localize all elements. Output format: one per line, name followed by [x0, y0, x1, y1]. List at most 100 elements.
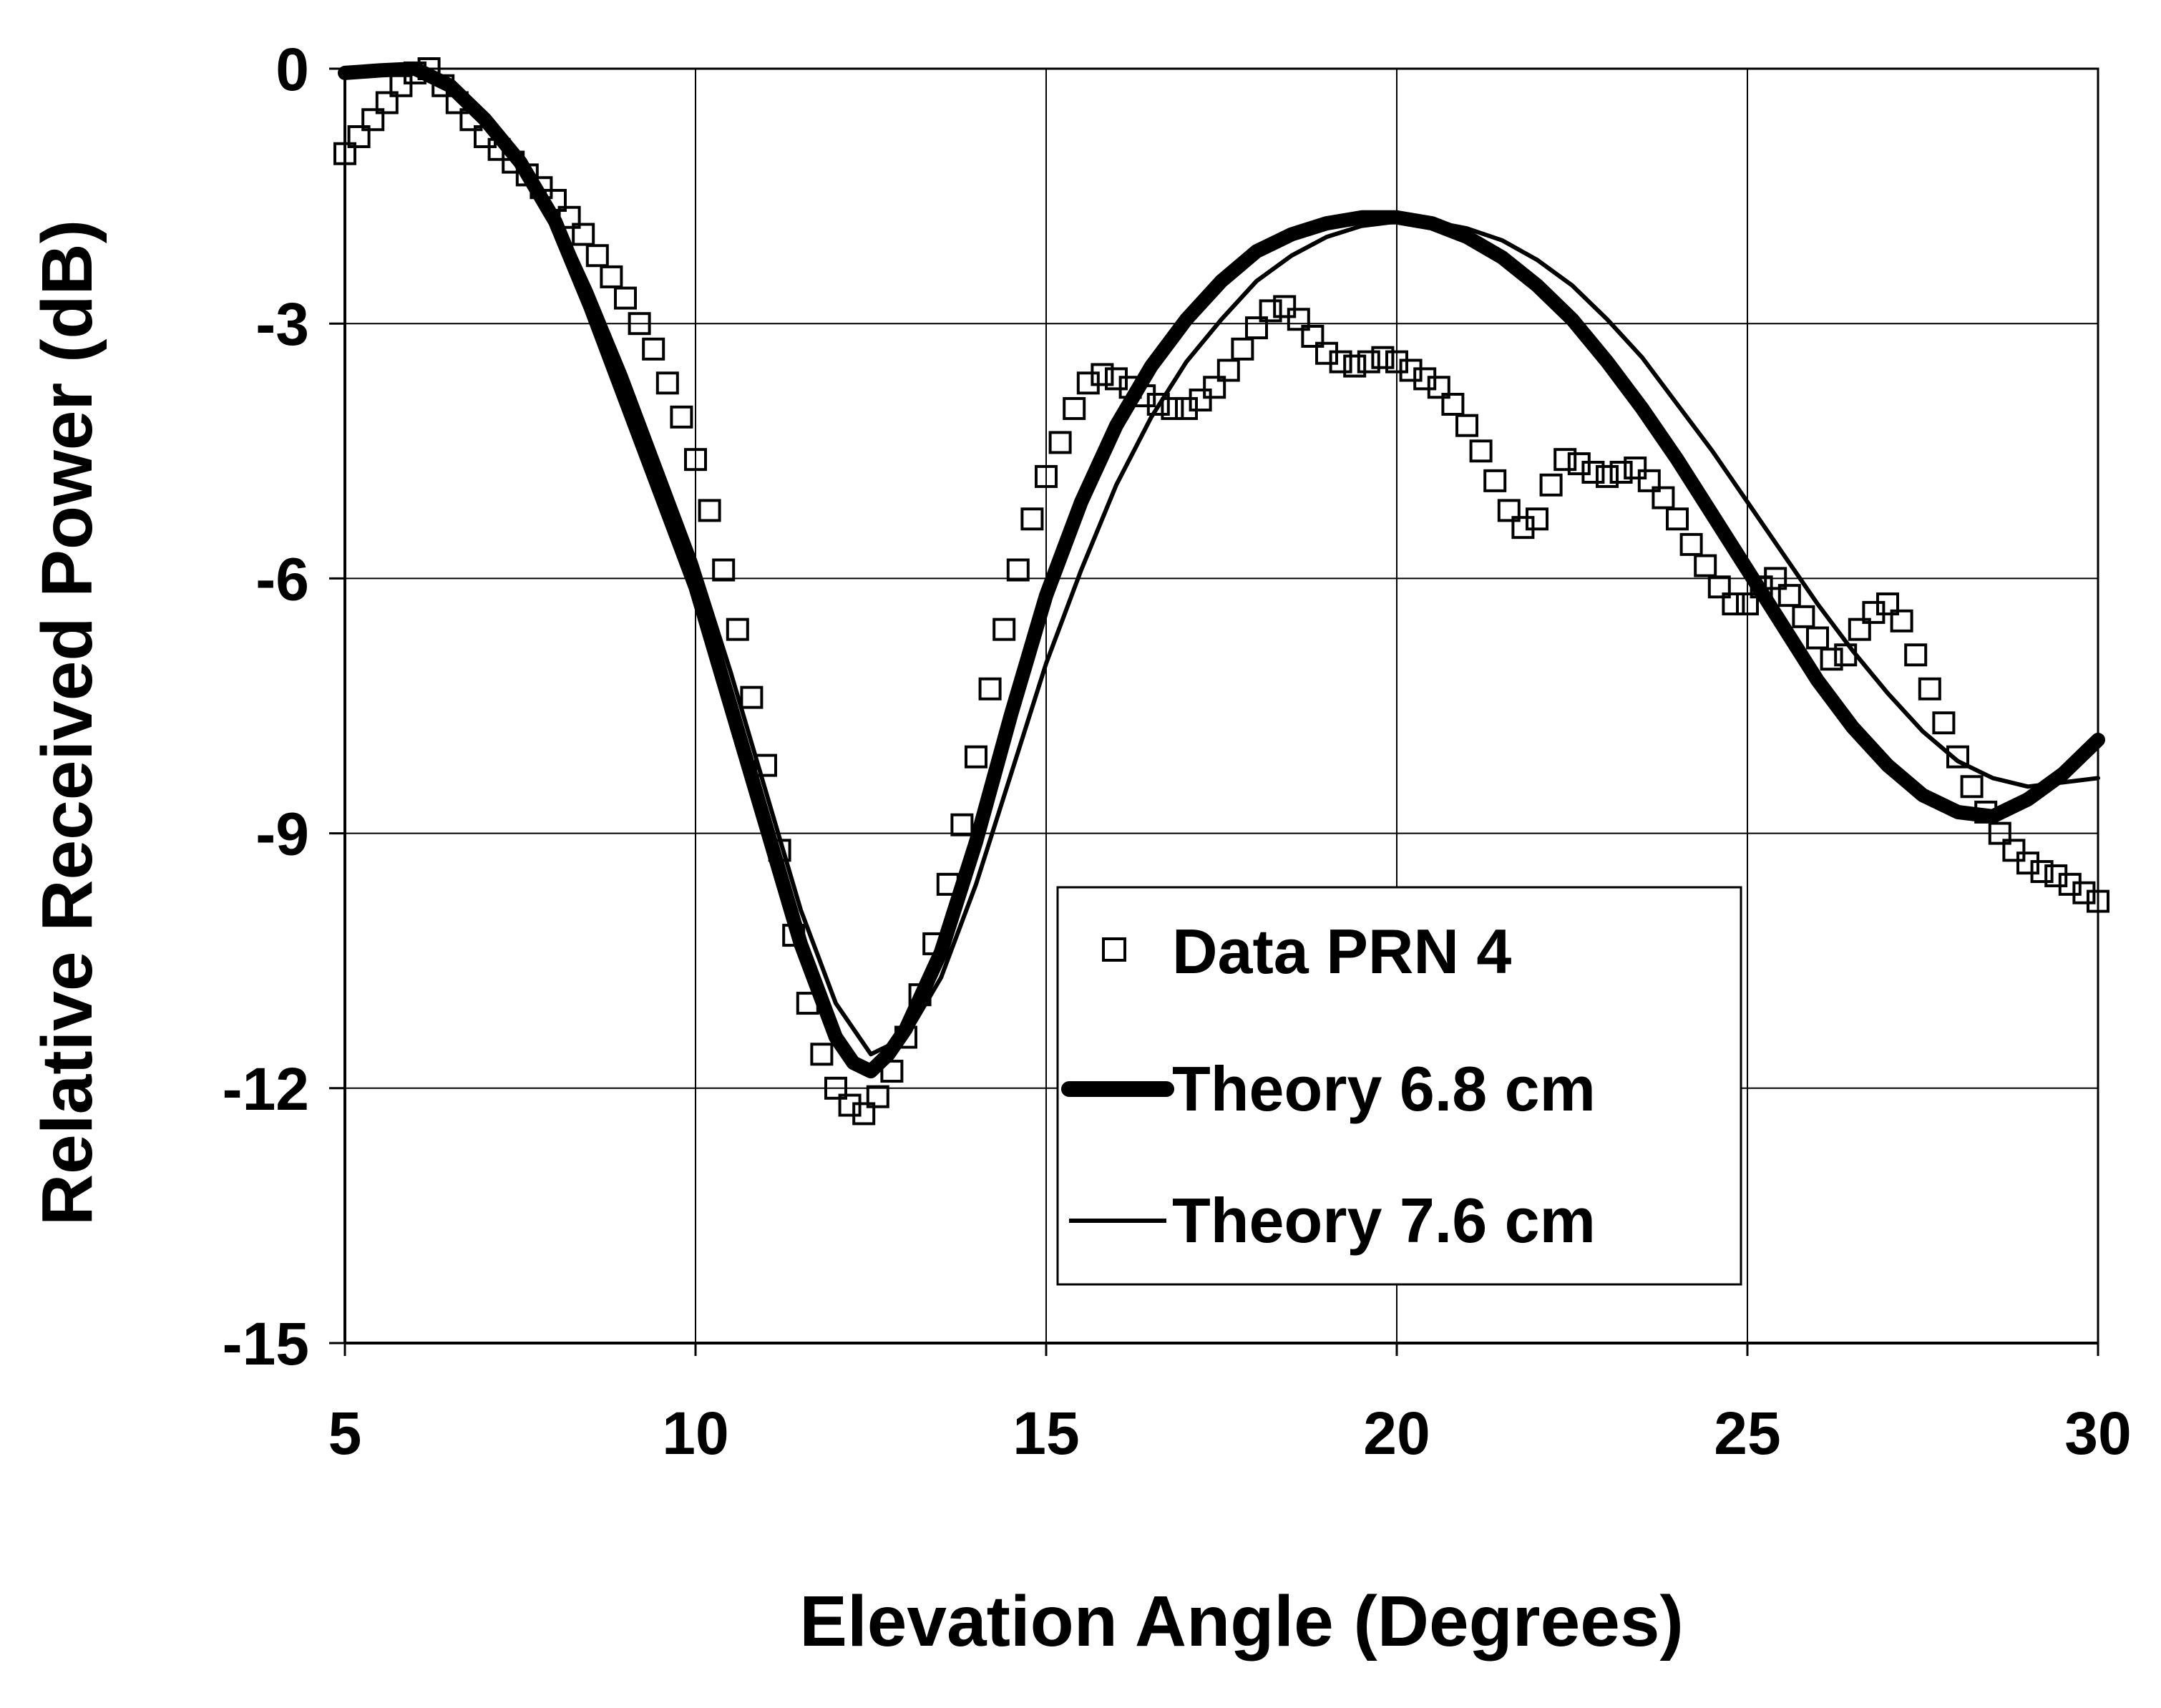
data-point-data-prn-4	[1035, 464, 1058, 488]
data-point-data-prn-4	[2016, 851, 2039, 875]
data-point-data-prn-4	[1006, 558, 1030, 582]
data-point-data-prn-4	[1834, 643, 1858, 667]
y-tick-label: -15	[223, 1310, 309, 1377]
data-point-data-prn-4	[1118, 376, 1142, 399]
data-point-data-prn-4	[1063, 396, 1086, 420]
data-point-data-prn-4	[1637, 469, 1661, 492]
data-point-data-prn-4	[1679, 532, 1703, 556]
data-point-data-prn-4	[1259, 299, 1282, 323]
data-point-data-prn-4	[1904, 643, 1928, 667]
data-point-data-prn-4	[1399, 358, 1423, 382]
x-tick-label: 10	[662, 1400, 728, 1467]
data-point-data-prn-4	[347, 125, 371, 148]
tick-labels: 5 10 15 20 25 30 0 -3 -6 -9 -12 -15	[223, 36, 2132, 1467]
data-point-data-prn-4	[1567, 452, 1591, 476]
data-point-data-prn-4	[1596, 464, 1619, 488]
data-point-data-prn-4	[1427, 376, 1450, 399]
data-point-data-prn-4	[361, 108, 385, 132]
data-point-data-prn-4	[1455, 414, 1478, 437]
data-point-data-prn-4	[1216, 358, 1240, 382]
data-point-data-prn-4	[684, 448, 707, 472]
data-point-data-prn-4	[585, 244, 609, 268]
data-point-data-prn-4	[1483, 469, 1507, 492]
data-point-data-prn-4	[2087, 889, 2109, 913]
data-point-data-prn-4	[1385, 350, 1408, 374]
data-point-data-prn-4	[880, 1060, 904, 1083]
data-point-data-prn-4	[1736, 592, 1759, 616]
data-point-data-prn-4	[655, 371, 679, 395]
data-point-data-prn-4	[838, 1093, 862, 1117]
data-point-data-prn-4	[642, 337, 665, 361]
data-point-data-prn-4	[2030, 860, 2054, 884]
x-tick-label: 15	[1013, 1400, 1079, 1467]
data-point-data-prn-4	[1413, 367, 1437, 391]
data-point-data-prn-4	[796, 992, 819, 1015]
data-point-data-prn-4	[908, 983, 932, 1007]
data-point-data-prn-4	[1161, 396, 1184, 420]
data-point-data-prn-4	[1652, 486, 1675, 509]
data-point-data-prn-4	[768, 839, 791, 862]
data-point-data-prn-4	[417, 57, 441, 80]
data-point-data-prn-4	[502, 150, 525, 174]
x-tick-label: 20	[1363, 1400, 1430, 1467]
data-point-data-prn-4	[628, 312, 651, 336]
data-point-data-prn-4	[1203, 376, 1226, 399]
data-point-data-prn-4	[992, 618, 1016, 641]
data-point-data-prn-4	[557, 205, 581, 229]
data-point-data-prn-4	[1820, 648, 1843, 671]
data-point-data-prn-4	[1609, 460, 1633, 484]
data-point-data-prn-4	[1848, 618, 1871, 641]
data-point-data-prn-4	[1974, 800, 1998, 824]
data-point-data-prn-4	[1091, 363, 1114, 386]
data-point-data-prn-4	[1694, 554, 1717, 577]
data-point-data-prn-4	[459, 108, 483, 132]
data-point-data-prn-4	[670, 405, 693, 429]
x-axis-label: Elevation Angle (Degrees)	[799, 1581, 1684, 1661]
data-point-data-prn-4	[782, 924, 806, 947]
data-point-data-prn-4	[894, 1025, 917, 1049]
data-point-data-prn-4	[333, 142, 356, 165]
series-layer	[333, 57, 2109, 1126]
data-point-data-prn-4	[698, 499, 721, 522]
legend-label-theory-7-6-cm: Theory 7.6 cm	[1172, 1185, 1596, 1256]
y-tick-label: -9	[255, 801, 309, 868]
data-point-data-prn-4	[1707, 575, 1731, 599]
y-tick-label: 0	[275, 36, 309, 103]
data-point-data-prn-4	[2072, 881, 2096, 904]
data-point-data-prn-4	[740, 685, 764, 709]
data-point-data-prn-4	[375, 91, 399, 114]
data-point-data-prn-4	[965, 745, 987, 768]
data-point-data-prn-4	[487, 137, 511, 161]
data-point-data-prn-4	[1357, 350, 1380, 374]
data-point-data-prn-4	[1146, 392, 1170, 416]
data-point-data-prn-4	[1862, 600, 1886, 624]
data-point-data-prn-4	[1329, 350, 1352, 374]
data-point-data-prn-4	[1048, 431, 1072, 454]
data-point-data-prn-4	[754, 753, 777, 777]
legend-label-data-prn-4: Data PRN 4	[1172, 916, 1511, 987]
data-point-data-prn-4	[1469, 439, 1493, 463]
data-point-data-prn-4	[530, 176, 553, 200]
data-point-data-prn-4	[1301, 325, 1325, 348]
axes	[329, 67, 2099, 1356]
data-point-data-prn-4	[852, 1102, 876, 1126]
data-point-data-prn-4	[1133, 384, 1156, 408]
data-point-data-prn-4	[1890, 609, 1913, 633]
data-point-data-prn-4	[1792, 605, 1815, 628]
data-point-data-prn-4	[389, 74, 413, 97]
data-point-data-prn-4	[1371, 346, 1395, 369]
data-point-data-prn-4	[1876, 592, 1899, 616]
data-point-data-prn-4	[1287, 308, 1310, 331]
data-point-data-prn-4	[866, 1085, 889, 1108]
data-point-data-prn-4	[572, 223, 595, 246]
data-point-data-prn-4	[1988, 821, 2011, 845]
data-point-data-prn-4	[1960, 775, 1984, 799]
data-point-data-prn-4	[600, 265, 623, 288]
data-point-data-prn-4	[1806, 626, 1829, 650]
data-point-data-prn-4	[1020, 507, 1044, 531]
data-point-data-prn-4	[1946, 745, 1969, 768]
data-point-data-prn-4	[922, 932, 946, 955]
data-point-data-prn-4	[726, 618, 749, 641]
data-point-data-prn-4	[474, 125, 497, 148]
